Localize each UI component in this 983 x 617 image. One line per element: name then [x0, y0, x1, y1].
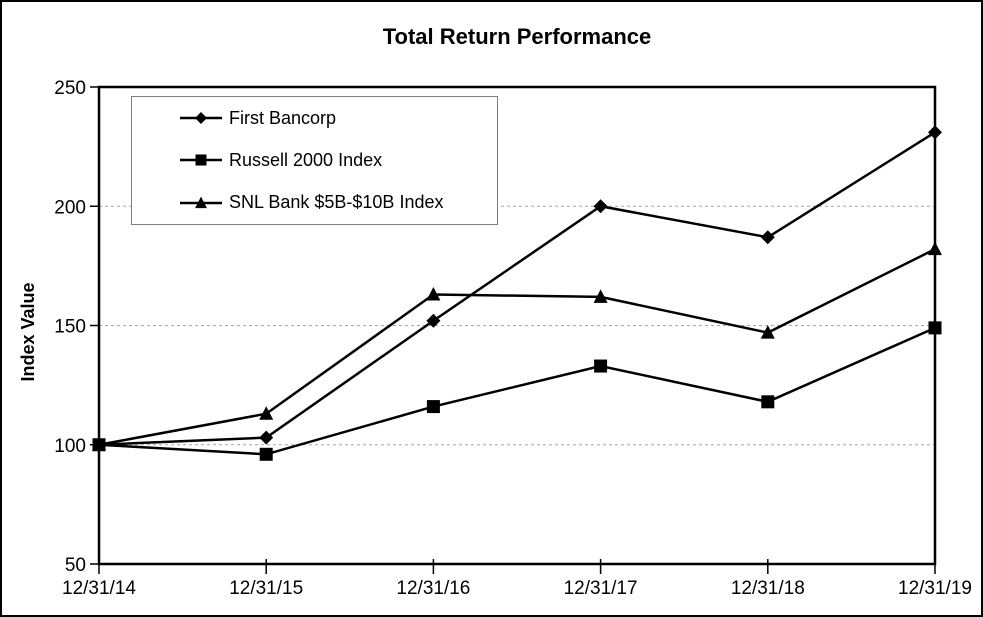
legend-label-2: SNL Bank $5B-$10B Index	[229, 192, 444, 213]
square-marker	[761, 395, 775, 409]
x-tick-label-4: 12/31/18	[731, 578, 805, 599]
diamond-marker	[195, 112, 207, 125]
legend-label-0: First Bancorp	[229, 107, 337, 128]
legend-item-2: SNL Bank $5B-$10B Index	[180, 192, 497, 213]
triangle-marker	[259, 406, 274, 420]
triangle-marker	[593, 289, 608, 303]
square-marker	[426, 400, 440, 414]
y-tick-label-100: 100	[54, 436, 86, 457]
series-line-1	[98, 326, 936, 456]
square-marker	[594, 359, 608, 373]
triangle-legend-sample-icon	[180, 196, 222, 208]
triangle-marker	[195, 196, 207, 208]
square-marker	[92, 438, 106, 452]
chart-title: Total Return Performance	[382, 24, 652, 49]
diamond-legend-sample-icon	[180, 112, 222, 125]
series-line-0	[98, 131, 936, 446]
square-marker	[195, 154, 207, 167]
legend: First Bancorp Russell 2000 Index SNL Bank …	[131, 96, 498, 225]
square-marker	[928, 321, 942, 335]
diamond-marker	[259, 430, 274, 445]
triangle-marker	[760, 325, 775, 339]
diamond-marker	[928, 125, 942, 140]
legend-item-1: Russell 2000 Index	[180, 150, 497, 171]
x-tick-label-2: 12/31/16	[396, 578, 470, 599]
triangle-marker	[426, 286, 441, 301]
legend-item-0: First Bancorp	[180, 108, 497, 129]
x-tick-label-1: 12/31/15	[229, 578, 303, 599]
y-tick-label-200: 200	[54, 197, 86, 218]
x-tick-label-3: 12/31/17	[564, 578, 638, 599]
diamond-marker	[760, 230, 775, 245]
y-tick-label-50: 50	[65, 555, 86, 576]
x-tick-label-5: 12/31/19	[898, 578, 972, 599]
diamond-marker	[426, 313, 441, 328]
x-tick-label-0: 12/31/14	[62, 578, 136, 599]
legend-label-1: Russell 2000 Index	[229, 149, 383, 170]
series-line-2	[98, 248, 936, 446]
y-tick-label-250: 250	[54, 78, 86, 99]
diamond-marker	[593, 199, 608, 214]
square-marker	[259, 447, 273, 461]
y-tick-label-150: 150	[54, 317, 86, 338]
triangle-marker	[928, 241, 942, 256]
square-legend-sample-icon	[180, 154, 222, 167]
